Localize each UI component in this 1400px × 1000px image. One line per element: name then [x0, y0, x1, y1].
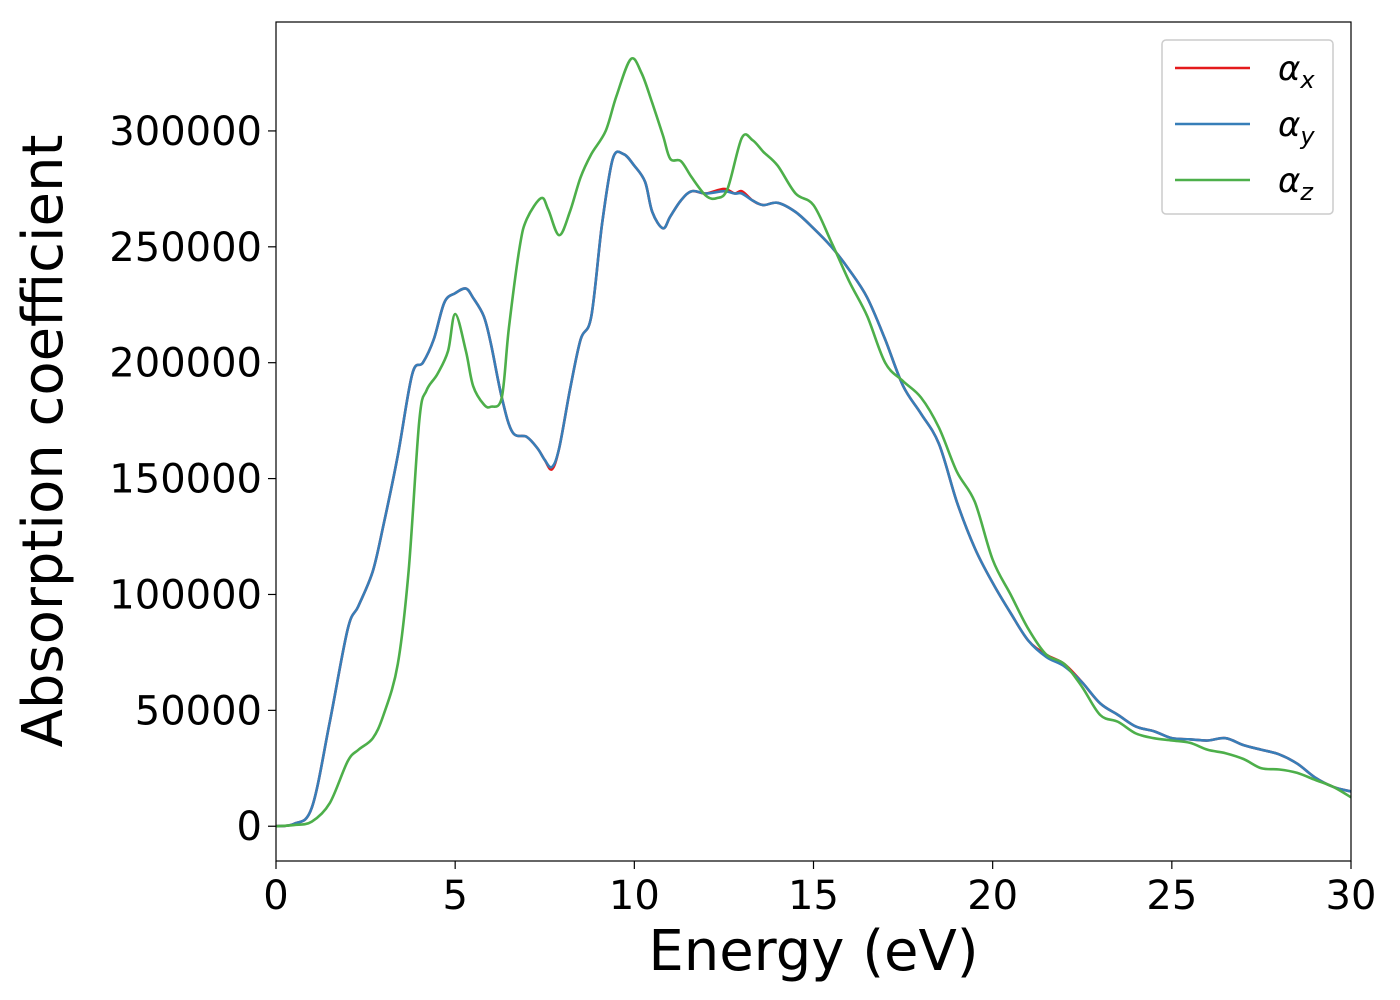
legend: αx αy αz [1161, 39, 1334, 215]
y-tick-label: 100000 [109, 572, 262, 618]
y-tick-label: 150000 [109, 457, 262, 503]
y-tick-label: 300000 [109, 109, 262, 155]
x-tick-label: 25 [1146, 873, 1197, 919]
series-line-z [275, 56, 1352, 828]
x-axis-label: Energy (eV) [648, 919, 978, 984]
x-tick-label: 10 [609, 873, 660, 919]
x-axis: 0 5 10 15 20 25 30 [263, 861, 1376, 919]
y-tick-label: 200000 [109, 341, 262, 387]
y-tick-label: 250000 [109, 225, 262, 271]
series-layer [275, 56, 1352, 828]
y-tick-label: 0 [237, 804, 262, 850]
legend-label-x: αx [1278, 49, 1315, 94]
legend-label-y: αy [1278, 105, 1315, 150]
y-axis: 0 50000 100000 150000 200000 250000 300000 [109, 109, 276, 850]
x-tick-label: 20 [967, 873, 1018, 919]
series-line-y [275, 150, 1352, 828]
x-tick-label: 0 [263, 873, 288, 919]
y-axis-label: Absorption coefficient [11, 135, 76, 748]
x-tick-label: 30 [1326, 873, 1377, 919]
legend-box [1161, 39, 1334, 215]
legend-label-z: αz [1278, 161, 1314, 206]
x-tick-label: 5 [442, 873, 467, 919]
y-tick-label: 50000 [135, 688, 262, 734]
x-tick-label: 15 [788, 873, 839, 919]
